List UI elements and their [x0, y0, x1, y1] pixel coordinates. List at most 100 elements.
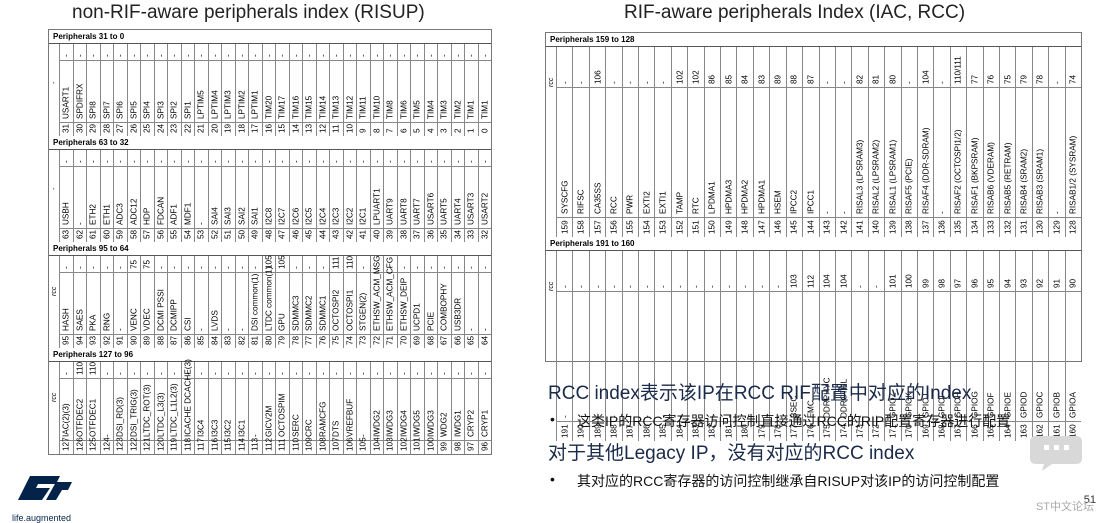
rcc-index-cell: 102 [671, 47, 688, 88]
peripheral-name: RISAF1 (BKPSRAM) [970, 137, 980, 214]
rcc-index-cell: - [835, 47, 852, 88]
rcc-index: - [453, 372, 463, 376]
peripheral-column: 110 OTFDEC1 125 [86, 362, 100, 454]
bit-index: 101 [412, 437, 422, 451]
rcc-index: 83 [757, 74, 767, 84]
peripheral-name: RISAF2 (OCTOSPI1/2) [953, 129, 963, 214]
rcc-index-cell: - [181, 44, 194, 62]
rcc-index-cell: - [154, 44, 167, 62]
rcc-index-cell: - [343, 150, 356, 168]
rcc-index-cell: 92 [1032, 251, 1049, 292]
rcc-index: - [426, 266, 436, 270]
peripheral-name-cell: UART9 [384, 166, 397, 229]
peripheral-name-cell: USART1 [60, 60, 73, 123]
rcc-index-cell: - [114, 150, 127, 168]
peripheral-name-cell: IWDG4 [397, 378, 410, 441]
peripheral-column: - CRC 109 [302, 362, 316, 454]
rcc-index: - [61, 54, 71, 58]
peripheral-column: - RISAF5 (PCIE) 138 [900, 47, 917, 237]
bit-index-cell: 46 [290, 228, 303, 242]
bit-index-cell: 123 [114, 437, 127, 454]
peripheral-column: - UART7 37 [410, 150, 424, 242]
bit-index: 66 [453, 335, 463, 345]
rcc-index: - [466, 54, 476, 58]
bit-index: 5 [412, 128, 422, 133]
peripheral-name: SDMMC2 [304, 295, 314, 331]
peripheral-name-cell: TIM13 [330, 60, 343, 123]
rcc-index: - [773, 285, 783, 288]
rcc-index-cell: - [154, 150, 167, 168]
peripheral-name-cell: CRYP2 [465, 378, 478, 441]
peripheral-column: 75 VDEC 89 [140, 256, 154, 348]
rcc-index-cell: - [222, 256, 235, 274]
bit-index-cell: 59 [114, 228, 127, 242]
peripheral-name: FDCAN [156, 196, 166, 225]
rcc-index: 110/111 [953, 56, 963, 84]
st-logo: life.augmented [12, 470, 76, 523]
peripheral-name: I3C3 [210, 419, 220, 437]
rcc-index-cell: - [235, 150, 248, 168]
peripheral-name-cell: EXTI2 [639, 87, 655, 218]
peripheral-name: RNG [102, 312, 112, 331]
rcc-index-cell: - [60, 256, 73, 274]
row-label: rcc [51, 392, 58, 402]
rcc-index-cell: - [370, 362, 383, 380]
bit-index-cell: 114 [236, 438, 249, 454]
rcc-index: 104 [839, 274, 849, 288]
peripheral-name-cell: GPIOC [1032, 291, 1049, 422]
bit-index-cell: 42 [344, 228, 357, 242]
peripheral-name-cell: VENC [127, 272, 140, 335]
peripheral-name-cell: ETHSW_DEIP [397, 272, 410, 335]
rcc-index: 110 [345, 256, 355, 270]
rcc-index-cell: - [208, 150, 221, 168]
peripheral-name-cell: LPTIM2 [235, 60, 248, 123]
peripheral-name: RISAB5 (RETRAM) [1003, 142, 1013, 214]
peripheral-name: SPI3 [156, 100, 166, 119]
bit-index-cell: 102 [398, 437, 411, 454]
peripheral-name-cell: TIM8 [384, 60, 397, 123]
peripheral-name-cell: SAI3 [222, 166, 235, 229]
peripheral-column: - -113 [248, 362, 262, 454]
peripheral-name-cell: RNG [100, 272, 113, 335]
peripheral-column: - LPTIM1 17 [248, 44, 262, 136]
rcc-index: - [88, 160, 98, 164]
peripheral-name-cell: USB3DR [451, 272, 464, 335]
peripheral-name: - [839, 211, 849, 214]
peripheral-name-cell: LPTIM3 [222, 60, 235, 123]
peripheral-column: - SAI2 50 [234, 150, 248, 242]
peripheral-name-cell: ADF1 [168, 166, 181, 229]
peripheral-column: - DCMIPP 87 [167, 256, 181, 348]
note-bullet-1-marker: • [550, 411, 555, 427]
peripheral-column: - ETH2 61 [86, 150, 100, 242]
rcc-index: 102 [691, 70, 701, 84]
peripheral-column: 94 GPIOE 164 [998, 251, 1016, 441]
peripheral-name: - [822, 211, 832, 214]
bit-index-cell: 110 [290, 438, 303, 454]
bit-index-cell: 82 [236, 334, 249, 348]
bit-index-cell: 129 [1049, 217, 1064, 237]
bit-index: 154 [642, 220, 652, 234]
bit-index-cell: 26 [128, 122, 141, 136]
peripheral-name-cell: TIM11 [357, 60, 370, 123]
rcc-index: - [576, 285, 586, 288]
rcc-index-cell: - [330, 150, 343, 168]
row-label: rcc [51, 286, 58, 296]
bit-index: 67 [439, 335, 449, 345]
rcc-index: - [593, 285, 603, 288]
peripheral-name: GPIOD [1019, 391, 1029, 418]
bit-index-cell: 159 [557, 217, 572, 237]
peripheral-name: GICV2M [264, 405, 274, 437]
bit-index: 151 [691, 220, 701, 234]
rcc-index-cell: - [370, 44, 383, 62]
peripheral-column: 105 LTDC common(1) 80 [261, 256, 275, 348]
peripheral-column: - - 53 [194, 150, 208, 242]
bit-index: 58 [129, 229, 139, 239]
rcc-index-cell: - [181, 150, 194, 168]
bit-index-cell: 25 [141, 122, 154, 136]
rcc-index-cell: - [438, 362, 451, 380]
peripheral-column: - OCTOSPIM 111 [275, 362, 289, 454]
peripheral-name: RISAB3 (SRAM1) [1035, 148, 1045, 214]
bit-index: 92 [102, 335, 112, 345]
peripheral-name-cell: RAMCFG [316, 378, 329, 441]
group-header: Peripherals 63 to 32 [49, 136, 491, 150]
